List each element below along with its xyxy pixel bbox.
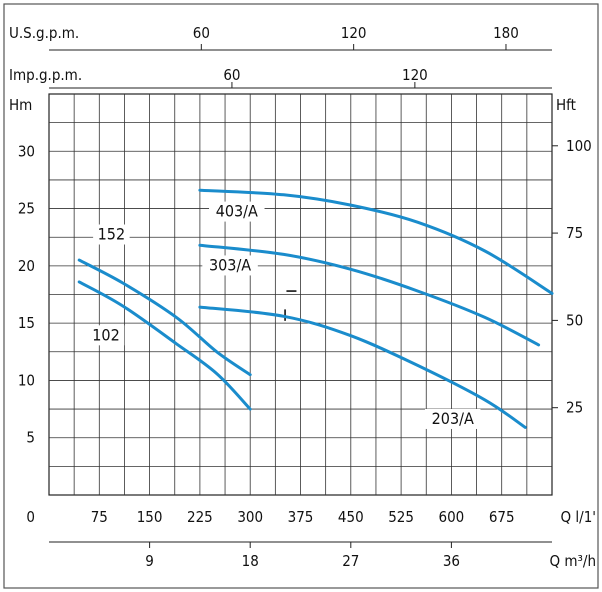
y-tick-left: 15: [18, 314, 35, 332]
x-tick-lpm: 300: [237, 508, 263, 526]
curve-label-403-a: 403/A: [216, 202, 258, 221]
curve-403-a: [198, 188, 554, 295]
x-tick-m3h: 36: [443, 552, 460, 570]
y-label-right: Hft: [556, 96, 576, 114]
y-tick-right: 50: [566, 311, 583, 329]
curve-152: [77, 258, 252, 377]
x-label-lpm: Q l/1': [561, 508, 597, 526]
x-tick-m3h: 18: [242, 552, 259, 570]
curve-label-bg: [424, 408, 481, 429]
grid: [48, 93, 553, 496]
y-tick-right: 25: [566, 399, 583, 417]
y-tick-left: 10: [18, 371, 35, 389]
x-tick-m3h: 27: [342, 552, 359, 570]
curve-label-152: 152: [98, 225, 125, 244]
y-tick-left: 5: [26, 429, 35, 447]
curve-label-bg: [202, 255, 258, 276]
y-label-left: Hm: [9, 96, 32, 114]
x-tick-lpm: 75: [91, 508, 108, 526]
curve-label-bg: [93, 224, 130, 245]
x-tick-lpm: 150: [137, 508, 163, 526]
x-tick-lpm: 675: [489, 508, 515, 526]
curve-label-102: 102: [92, 325, 119, 344]
x-tick-impgpm: 120: [402, 66, 428, 84]
x-tick-lpm: 450: [338, 508, 364, 526]
x-tick-usgpm: 60: [193, 24, 210, 42]
y-tick-left: 25: [18, 200, 35, 218]
labels: 152 102 403/A 303/A 203/A: [87, 201, 481, 429]
x-label-m3h: Q m³/h: [549, 552, 596, 570]
x-tick-usgpm: 180: [493, 24, 519, 42]
x-tick-usgpm: 120: [341, 24, 367, 42]
curve-102: [77, 280, 252, 411]
axes: 0 5 10 15 20 25 30 Hm Hft 25 50 75 100 75 150 225 300 375…: [9, 24, 596, 570]
curve-label-303-a: 303/A: [209, 255, 251, 274]
curve-303-a: [198, 243, 541, 347]
x-tick-m3h: 9: [145, 552, 154, 570]
x-tick-impgpm: 60: [223, 66, 240, 84]
y-tick-left: 0: [26, 508, 35, 526]
curve-label-203-a: 203/A: [432, 409, 474, 428]
y-tick-right: 75: [566, 224, 583, 242]
y-tick-left: 30: [18, 142, 35, 160]
chart-frame: [3, 3, 599, 589]
x-label-impgpm: Imp.g.p.m.: [9, 66, 82, 84]
y-tick-left: 20: [18, 257, 35, 275]
x-tick-lpm: 525: [388, 508, 414, 526]
curves: [77, 188, 554, 429]
curve-label-bg: [87, 325, 125, 346]
x-tick-lpm: 225: [187, 508, 213, 526]
curve-203-a: [198, 305, 527, 429]
x-tick-lpm: 375: [288, 508, 314, 526]
x-label-usgpm: U.S.g.p.m.: [9, 24, 79, 42]
y-tick-right: 100: [566, 137, 592, 155]
x-tick-lpm: 600: [439, 508, 465, 526]
curve-label-bg: [209, 201, 265, 222]
